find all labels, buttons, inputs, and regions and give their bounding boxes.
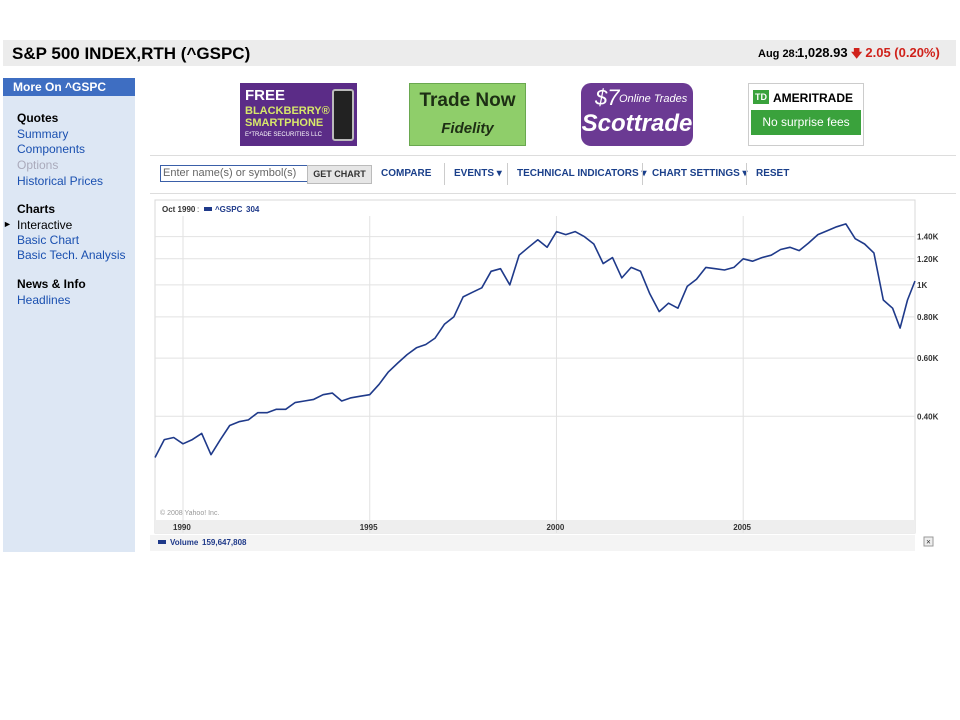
x-tick-label: 2000 xyxy=(546,523,564,532)
volume-row xyxy=(150,535,915,551)
sidebar: More On ^GSPC Quotes Summary Components … xyxy=(3,78,135,552)
x-tick-label: 2005 xyxy=(733,523,751,532)
nav-link: Options xyxy=(17,158,59,172)
chart: Oct 1990 : ^GSPC 304 © 2008 Yahoo! Inc. … xyxy=(150,199,939,551)
separator xyxy=(642,163,643,185)
price-line xyxy=(154,223,916,458)
y-tick-label: 0.60K xyxy=(917,354,939,363)
phone-image xyxy=(332,89,354,141)
ad-text: AMERITRADE xyxy=(773,91,853,105)
sidebar-heading: More On ^GSPC xyxy=(3,78,135,96)
volume-value: 159,647,808 xyxy=(202,538,247,547)
section-title: Quotes xyxy=(17,111,59,125)
ad-text: Online Trades xyxy=(619,93,688,105)
y-tick-label: 1K xyxy=(917,281,927,290)
volume-label: Volume xyxy=(170,538,199,547)
separator xyxy=(746,163,747,185)
ad-text: BLACKBERRY® SMARTPHONE xyxy=(245,105,330,129)
y-tick-label: 0.40K xyxy=(917,412,939,421)
logo: TD xyxy=(753,90,769,104)
nav-link: Interactive xyxy=(3,218,72,232)
toolbar: Enter name(s) or symbol(s) GET CHART COM… xyxy=(150,155,956,194)
close-button[interactable] xyxy=(923,536,934,547)
quote-price: 1,028.93 xyxy=(797,45,848,60)
ad-banner[interactable]: $7 Online Trades Scottrade xyxy=(581,83,693,146)
nav-link[interactable]: Components xyxy=(17,142,86,156)
toolbar-item[interactable]: TECHNICAL INDICATORS xyxy=(517,168,646,179)
ad-text: No surprise fees xyxy=(751,110,861,135)
hover-date: Oct 1990 xyxy=(162,205,196,214)
nav-link[interactable]: Basic Chart xyxy=(17,233,80,247)
symbol-input[interactable]: Enter name(s) or symbol(s) xyxy=(160,165,308,182)
copyright: © 2008 Yahoo! Inc. xyxy=(160,509,219,517)
close-icon: × xyxy=(926,538,931,547)
hover-sep: : xyxy=(197,205,199,214)
quote-change: 2.05 (0.20%) xyxy=(851,45,939,64)
volume-swatch xyxy=(158,540,166,544)
separator xyxy=(507,163,508,185)
toolbar-item[interactable]: COMPARE xyxy=(381,168,432,179)
chart-frame xyxy=(154,199,916,534)
x-axis-strip xyxy=(155,520,915,533)
ad-text: FREE xyxy=(245,87,286,104)
ad-text: E*TRADE SECURITIES LLC xyxy=(245,132,323,138)
ad-text: Fidelity xyxy=(441,120,494,137)
x-tick-label: 1990 xyxy=(173,523,191,532)
y-tick-label: 0.80K xyxy=(917,313,939,322)
hover-value: 304 xyxy=(246,205,260,214)
header: S&P 500 INDEX,RTH (^GSPC) Aug 28: 1,028.… xyxy=(3,40,956,66)
nav-link[interactable]: Historical Prices xyxy=(17,174,104,188)
ad-text: Scottrade xyxy=(581,110,693,137)
ad-text: Trade Now xyxy=(419,90,516,111)
page-title: S&P 500 INDEX,RTH (^GSPC) xyxy=(12,44,251,63)
nav-link[interactable]: Headlines xyxy=(17,293,71,307)
section-title: News & Info xyxy=(17,277,86,291)
get-chart-button[interactable]: GET CHART xyxy=(307,165,372,184)
ad-banner[interactable]: TD AMERITRADE No surprise fees xyxy=(748,83,864,146)
legend-swatch xyxy=(204,207,212,211)
toolbar-item[interactable]: CHART SETTINGS xyxy=(652,168,748,179)
x-tick-label: 1995 xyxy=(360,523,378,532)
ad-banner[interactable]: FREE BLACKBERRY® SMARTPHONE E*TRADE SECU… xyxy=(240,83,357,146)
ad-text: $7 xyxy=(595,85,620,110)
toolbar-item[interactable]: RESET xyxy=(756,168,790,179)
y-tick-label: 1.20K xyxy=(917,255,939,264)
legend-series: ^GSPC xyxy=(215,205,243,214)
y-tick-label: 1.40K xyxy=(917,233,939,242)
section-title: Charts xyxy=(17,202,56,216)
nav-link[interactable]: Basic Tech. Analysis xyxy=(17,248,126,262)
ad-banner[interactable]: Trade Now Fidelity xyxy=(409,83,526,146)
separator xyxy=(444,163,445,185)
toolbar-item[interactable]: EVENTS xyxy=(454,168,502,179)
nav-link[interactable]: Summary xyxy=(17,127,69,141)
quote-date: Aug 28: xyxy=(758,48,799,60)
